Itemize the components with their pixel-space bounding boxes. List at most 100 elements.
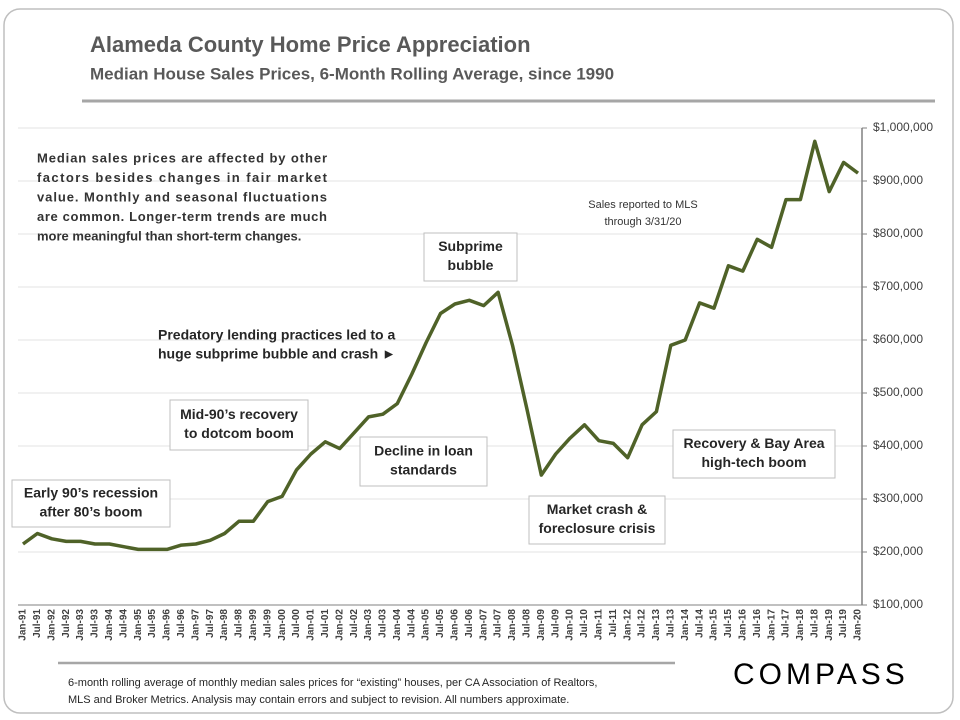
annotation-text: Decline in loan: [374, 443, 473, 459]
x-tick-label: Jul-03: [378, 609, 389, 638]
x-tick-label: Jan-17: [766, 609, 777, 641]
x-tick-label: Jul-02: [349, 609, 360, 638]
annotation-text: foreclosure crisis: [539, 520, 656, 536]
x-tick-label: Jul-07: [493, 609, 504, 638]
x-tick-label: Jan-11: [594, 609, 605, 641]
annotation-text: to dotcom boom: [184, 425, 294, 441]
logo: COMPASS: [733, 658, 909, 691]
predatory-note: Predatory lending practices led to a: [158, 327, 396, 343]
x-tick-label: Jan-13: [651, 609, 662, 641]
y-tick-label: $200,000: [873, 544, 923, 558]
x-tick-label: Jan-19: [824, 609, 835, 641]
x-tick-label: Jan-05: [421, 609, 432, 641]
annotation-box: [528, 495, 666, 545]
x-tick-label: Jan-93: [75, 609, 86, 641]
annotation-text: Early 90’s recession: [24, 485, 158, 501]
x-tick-label: Jul-12: [637, 609, 648, 638]
annotation-box: [11, 479, 171, 528]
x-tick-label: Jul-08: [522, 609, 533, 638]
x-tick-label: Jul-98: [234, 609, 245, 638]
y-tick-label: $400,000: [873, 438, 923, 452]
x-tick-label: Jul-05: [435, 609, 446, 638]
x-tick-label: Jul-99: [262, 609, 273, 638]
y-tick-label: $900,000: [873, 173, 923, 187]
x-tick-label: Jan-12: [622, 609, 633, 641]
x-tick-label: Jan-14: [680, 609, 691, 641]
x-tick-label: Jan-98: [219, 609, 230, 641]
y-tick-label: $100,000: [873, 597, 923, 611]
x-tick-label: Jan-99: [248, 609, 259, 641]
footnote: 6-month rolling average of monthly media…: [68, 677, 597, 689]
x-tick-label: Jan-94: [104, 609, 115, 641]
chart-subtitle: Median House Sales Prices, 6-Month Rolli…: [90, 64, 614, 83]
x-tick-label: Jan-16: [737, 609, 748, 641]
x-tick-label: Jan-09: [536, 609, 547, 641]
x-tick-label: Jan-95: [133, 609, 144, 641]
x-tick-label: Jan-10: [565, 609, 576, 641]
x-tick-label: Jan-03: [363, 609, 374, 641]
annotation-text: high-tech boom: [702, 454, 807, 470]
x-tick-label: Jul-09: [550, 609, 561, 638]
x-tick-label: Jan-18: [795, 609, 806, 641]
x-tick-label: Jan-06: [450, 609, 461, 641]
footnote: MLS and Broker Metrics. Analysis may con…: [68, 694, 569, 706]
annotation-text: Recovery & Bay Area: [683, 435, 824, 451]
x-tick-label: Jul-91: [32, 609, 43, 638]
annotation-box: [423, 232, 518, 282]
note-text: are common. Longer-term trends are much: [37, 209, 327, 224]
x-tick-label: Jul-96: [176, 609, 187, 638]
sales-note: through 3/31/20: [604, 216, 681, 228]
x-tick-label: Jan-08: [507, 609, 518, 641]
x-tick-label: Jul-13: [665, 609, 676, 638]
annotation-box: [169, 399, 309, 451]
y-tick-label: $700,000: [873, 279, 923, 293]
y-tick-label: $600,000: [873, 332, 923, 346]
x-tick-label: Jan-96: [162, 609, 173, 641]
x-tick-label: Jul-06: [464, 609, 475, 638]
annotation-text: Subprime: [438, 238, 503, 254]
x-tick-label: Jan-15: [709, 609, 720, 641]
annotation-text: after 80’s boom: [40, 504, 143, 520]
note-text: value. Monthly and seasonal fluctuations: [37, 189, 327, 204]
x-tick-label: Jul-00: [291, 609, 302, 638]
x-tick-label: Jul-01: [320, 609, 331, 638]
x-tick-label: Jan-00: [277, 609, 288, 641]
x-tick-label: Jul-15: [723, 609, 734, 638]
x-tick-label: Jul-04: [406, 609, 417, 638]
annotation-box: [672, 429, 836, 479]
x-tick-label: Jan-20: [853, 609, 864, 641]
annotation-text: Mid-90’s recovery: [180, 406, 298, 422]
x-tick-label: Jul-93: [90, 609, 101, 638]
x-tick-label: Jul-97: [205, 609, 216, 638]
x-tick-label: Jan-92: [46, 609, 57, 641]
x-tick-label: Jan-91: [18, 609, 29, 641]
x-tick-label: Jul-17: [781, 609, 792, 638]
x-tick-label: Jul-18: [809, 609, 820, 638]
x-tick-label: Jan-97: [190, 609, 201, 641]
note-text: Median sales prices are affected by othe…: [37, 150, 327, 165]
x-tick-label: Jul-92: [61, 609, 72, 638]
x-tick-label: Jul-19: [838, 609, 849, 638]
x-tick-label: Jul-14: [694, 609, 705, 638]
price-line: [21, 139, 860, 552]
annotation-text: bubble: [448, 257, 494, 273]
x-tick-label: Jan-01: [306, 609, 317, 641]
annotation-box: [359, 436, 488, 487]
x-tick-label: Jul-10: [579, 609, 590, 638]
y-tick-label: $800,000: [873, 226, 923, 240]
chart-title: Alameda County Home Price Appreciation: [90, 32, 531, 57]
y-tick-label: $1,000,000: [873, 120, 933, 134]
annotation-text: Market crash &: [547, 501, 647, 517]
x-tick-label: Jul-95: [147, 609, 158, 638]
y-tick-label: $500,000: [873, 385, 923, 399]
sales-note: Sales reported to MLS: [588, 199, 697, 211]
x-tick-label: Jul-16: [752, 609, 763, 638]
frame: [3, 8, 954, 714]
y-tick-label: $300,000: [873, 491, 923, 505]
annotation-text: standards: [390, 462, 457, 478]
x-tick-label: Jan-07: [478, 609, 489, 641]
x-tick-label: Jul-94: [118, 609, 129, 638]
note-text: factors besides changes in fair market: [37, 170, 328, 185]
note-text: more meaningful than short-term changes.: [37, 228, 301, 243]
